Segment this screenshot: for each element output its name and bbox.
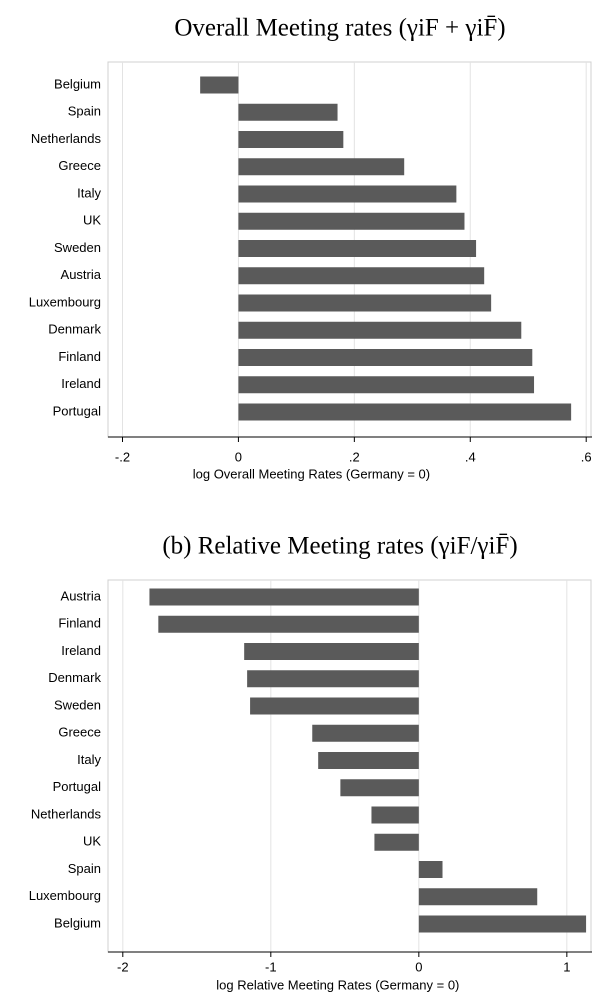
y-tick-label: Italy xyxy=(77,185,101,200)
bar xyxy=(238,267,485,285)
y-tick-label: UK xyxy=(83,834,101,849)
bar xyxy=(238,158,405,176)
x-tick-label: -2 xyxy=(117,959,129,974)
bar xyxy=(318,752,419,769)
y-tick-label: Austria xyxy=(61,588,102,603)
bar xyxy=(374,833,419,851)
y-tick-label: Greece xyxy=(58,725,101,740)
y-tick-label: Spain xyxy=(68,104,101,119)
bar xyxy=(244,643,419,660)
chart-title: Overall Meeting rates (γiF + γiF̄) xyxy=(174,15,505,42)
bar xyxy=(238,349,533,366)
x-tick-label: .2 xyxy=(349,449,360,464)
chart-title: (b) Relative Meeting rates (γiF/γiF̄) xyxy=(162,533,517,560)
y-tick-label: Portugal xyxy=(53,403,102,418)
x-axis-title: log Relative Meeting Rates (Germany = 0) xyxy=(216,977,459,992)
y-tick-label: UK xyxy=(83,213,101,228)
x-tick-label: 0 xyxy=(415,959,422,974)
y-tick-label: Belgium xyxy=(54,76,101,91)
bar xyxy=(238,131,344,148)
bar xyxy=(238,294,492,312)
y-tick-label: Ireland xyxy=(61,376,101,391)
bar xyxy=(238,103,338,121)
y-tick-label: Spain xyxy=(68,861,101,876)
bar xyxy=(158,615,419,633)
bar xyxy=(418,915,587,933)
x-tick-label: -1 xyxy=(265,959,277,974)
bar xyxy=(312,724,419,742)
y-tick-label: Sweden xyxy=(54,240,101,255)
bar xyxy=(200,76,239,94)
bar xyxy=(238,212,465,230)
bar xyxy=(149,588,419,606)
x-tick-label: -.2 xyxy=(115,449,130,464)
bar xyxy=(238,321,522,339)
bar xyxy=(250,697,419,715)
y-tick-label: Denmark xyxy=(48,322,101,337)
y-tick-label: Italy xyxy=(77,752,101,767)
bar xyxy=(418,888,538,906)
bar xyxy=(247,670,419,688)
y-tick-label: Sweden xyxy=(54,697,101,712)
bar xyxy=(371,806,419,824)
x-tick-label: 0 xyxy=(235,449,242,464)
bar xyxy=(340,779,419,797)
y-tick-label: Finland xyxy=(58,349,101,364)
bar xyxy=(238,240,477,257)
y-tick-label: Netherlands xyxy=(31,131,102,146)
y-tick-label: Luxembourg xyxy=(29,888,101,903)
bar xyxy=(238,403,572,421)
x-axis-title: log Overall Meeting Rates (Germany = 0) xyxy=(193,466,430,481)
y-tick-label: Austria xyxy=(61,267,102,282)
y-tick-label: Denmark xyxy=(48,670,101,685)
y-tick-label: Finland xyxy=(58,616,101,631)
x-tick-label: .6 xyxy=(581,449,592,464)
y-tick-label: Luxembourg xyxy=(29,294,101,309)
y-tick-label: Greece xyxy=(58,158,101,173)
y-tick-label: Ireland xyxy=(61,643,101,658)
bar xyxy=(418,861,443,878)
y-tick-label: Portugal xyxy=(53,779,102,794)
y-tick-label: Belgium xyxy=(54,915,101,930)
x-tick-label: .4 xyxy=(465,449,476,464)
bar xyxy=(238,376,535,394)
bar xyxy=(238,185,457,203)
y-tick-label: Netherlands xyxy=(31,806,102,821)
x-tick-label: 1 xyxy=(563,959,570,974)
